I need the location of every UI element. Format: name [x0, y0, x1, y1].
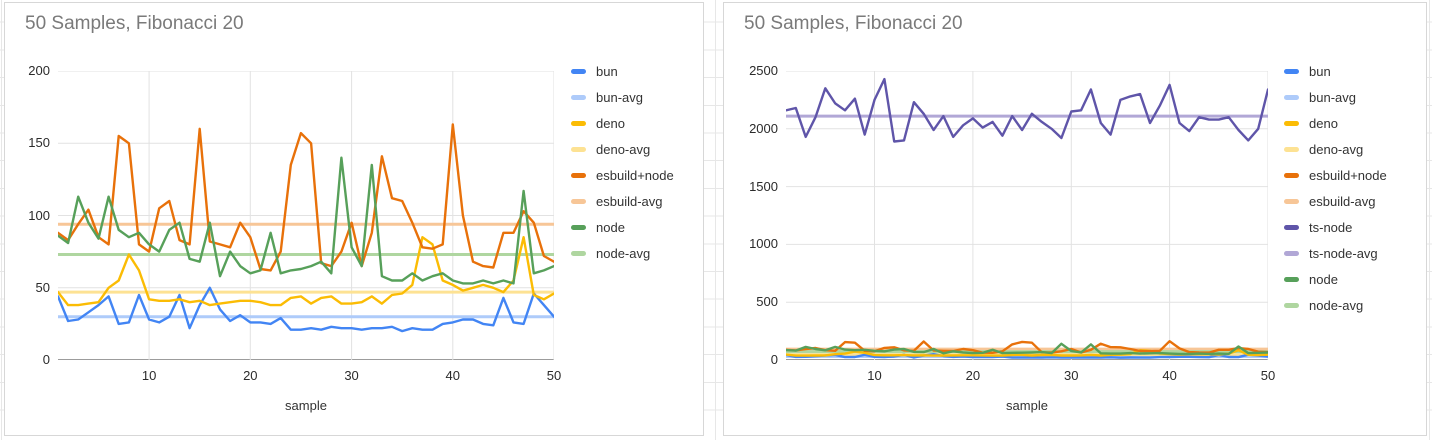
chart-card-right[interactable]: 50 Samples, Fibonacci 20 sample bun bun-a… [723, 2, 1427, 436]
y-axis-tick-label: 100 [28, 207, 50, 223]
series-line-bun [786, 353, 1268, 359]
legend-label: deno [596, 115, 625, 131]
legend-swatch-icon [1284, 120, 1299, 126]
x-axis-tick-label: 30 [1064, 368, 1079, 383]
plot-area [58, 71, 554, 360]
legend-label: node [1309, 271, 1338, 287]
legend-item-bun[interactable]: bun [1284, 58, 1387, 84]
legend-label: bun-avg [596, 89, 643, 105]
x-axis-tick-label: 40 [445, 368, 460, 383]
legend-label: ts-node [1309, 219, 1353, 235]
x-axis-tick-label: 50 [1260, 368, 1276, 383]
legend-item-deno-avg[interactable]: deno-avg [1284, 136, 1387, 162]
x-axis-tick-label: 10 [141, 368, 157, 383]
legend-item-bun[interactable]: bun [571, 58, 674, 84]
x-axis-tick-label: 10 [867, 368, 882, 383]
legend-item-node[interactable]: node [571, 214, 674, 240]
legend-label: node-avg [1309, 297, 1364, 313]
legend-item-esbuild-avg[interactable]: esbuild-avg [1284, 188, 1387, 214]
legend-item-ts-node-avg[interactable]: ts-node-avg [1284, 240, 1387, 266]
legend-label: node [596, 219, 625, 235]
legend-label: esbuild+node [1309, 167, 1387, 183]
series-line-node [786, 342, 1268, 356]
legend-item-node-avg[interactable]: node-avg [1284, 292, 1387, 318]
legend-item-esbuild-avg[interactable]: esbuild-avg [571, 188, 674, 214]
legend-swatch-icon [1284, 302, 1299, 308]
legend-swatch-icon [1284, 172, 1299, 178]
y-axis-tick-label: 2000 [749, 120, 778, 136]
x-axis-tick-label: 30 [344, 368, 359, 383]
legend-item-deno[interactable]: deno [571, 110, 674, 136]
x-axis-tick-label: 40 [1162, 368, 1177, 383]
legend-label: esbuild+node [596, 167, 674, 183]
legend-swatch-icon [1284, 276, 1299, 282]
legend-swatch-icon [571, 172, 586, 178]
y-axis-tick-label: 0 [770, 352, 778, 367]
series-line-ts-node [786, 77, 1268, 143]
y-axis-tick-label: 150 [28, 135, 50, 151]
legend-swatch-icon [571, 146, 586, 152]
y-axis-tick-label: 1500 [749, 178, 778, 194]
legend-label: bun [596, 63, 618, 79]
series-line-node [58, 156, 554, 285]
x-axis-tick-label: 50 [546, 368, 562, 383]
legend-item-bun-avg[interactable]: bun-avg [1284, 84, 1387, 110]
spreadsheet-column-gridline [1, 0, 2, 440]
plot-area [786, 71, 1268, 360]
legend-item-bun-avg[interactable]: bun-avg [571, 84, 674, 110]
chart-card-left[interactable]: 50 Samples, Fibonacci 20 sample bun bun-a… [4, 2, 704, 436]
x-axis-title: sample [1006, 398, 1048, 413]
legend-swatch-icon [571, 224, 586, 230]
legend-swatch-icon [1284, 250, 1299, 256]
legend-swatch-icon [571, 198, 586, 204]
legend-label: esbuild-avg [1309, 193, 1376, 209]
legend-item-ts-node[interactable]: ts-node [1284, 214, 1387, 240]
chart-legend: bun bun-avg deno deno-avg esbuild+node esbuil… [571, 58, 674, 266]
legend-swatch-icon [1284, 224, 1299, 230]
legend-swatch-icon [571, 68, 586, 74]
legend-swatch-icon [1284, 68, 1299, 74]
legend-swatch-icon [571, 250, 586, 256]
y-axis-tick-label: 2500 [749, 63, 778, 78]
y-axis-tick-label: 500 [756, 294, 778, 310]
spreadsheet-column-gridline [1429, 0, 1430, 440]
legend-label: deno-avg [596, 141, 651, 157]
chart-title: 50 Samples, Fibonacci 20 [744, 13, 963, 34]
legend-label: deno [1309, 115, 1338, 131]
legend-item-deno[interactable]: deno [1284, 110, 1387, 136]
legend-item-node[interactable]: node [1284, 266, 1387, 292]
chart-legend: bun bun-avg deno deno-avg esbuild+node esbuil… [1284, 58, 1387, 318]
chart-title: 50 Samples, Fibonacci 20 [25, 13, 244, 34]
legend-swatch-icon [1284, 94, 1299, 100]
x-axis-title: sample [285, 398, 327, 413]
legend-label: bun-avg [1309, 89, 1356, 105]
series-line-deno [58, 235, 554, 307]
y-axis-tick-label: 0 [42, 352, 50, 367]
legend-label: node-avg [596, 245, 651, 261]
legend-item-node-avg[interactable]: node-avg [571, 240, 674, 266]
y-axis-tick-label: 200 [28, 63, 50, 78]
legend-label: esbuild-avg [596, 193, 663, 209]
legend-swatch-icon [1284, 146, 1299, 152]
legend-swatch-icon [571, 94, 586, 100]
legend-label: deno-avg [1309, 141, 1364, 157]
series-line-bun [58, 286, 554, 333]
legend-swatch-icon [571, 120, 586, 126]
legend-label: bun [1309, 63, 1331, 79]
legend-item-esbuild+node[interactable]: esbuild+node [571, 162, 674, 188]
x-axis-tick-label: 20 [965, 368, 981, 383]
x-axis-tick-label: 20 [243, 368, 258, 383]
legend-item-esbuild+node[interactable]: esbuild+node [1284, 162, 1387, 188]
y-axis-tick-label: 1000 [749, 236, 778, 252]
series-line-esbuild+node [58, 123, 554, 272]
y-axis-tick-label: 50 [35, 279, 50, 295]
legend-label: ts-node-avg [1309, 245, 1378, 261]
legend-item-deno-avg[interactable]: deno-avg [571, 136, 674, 162]
spreadsheet-column-gridline [715, 0, 716, 440]
legend-swatch-icon [1284, 198, 1299, 204]
